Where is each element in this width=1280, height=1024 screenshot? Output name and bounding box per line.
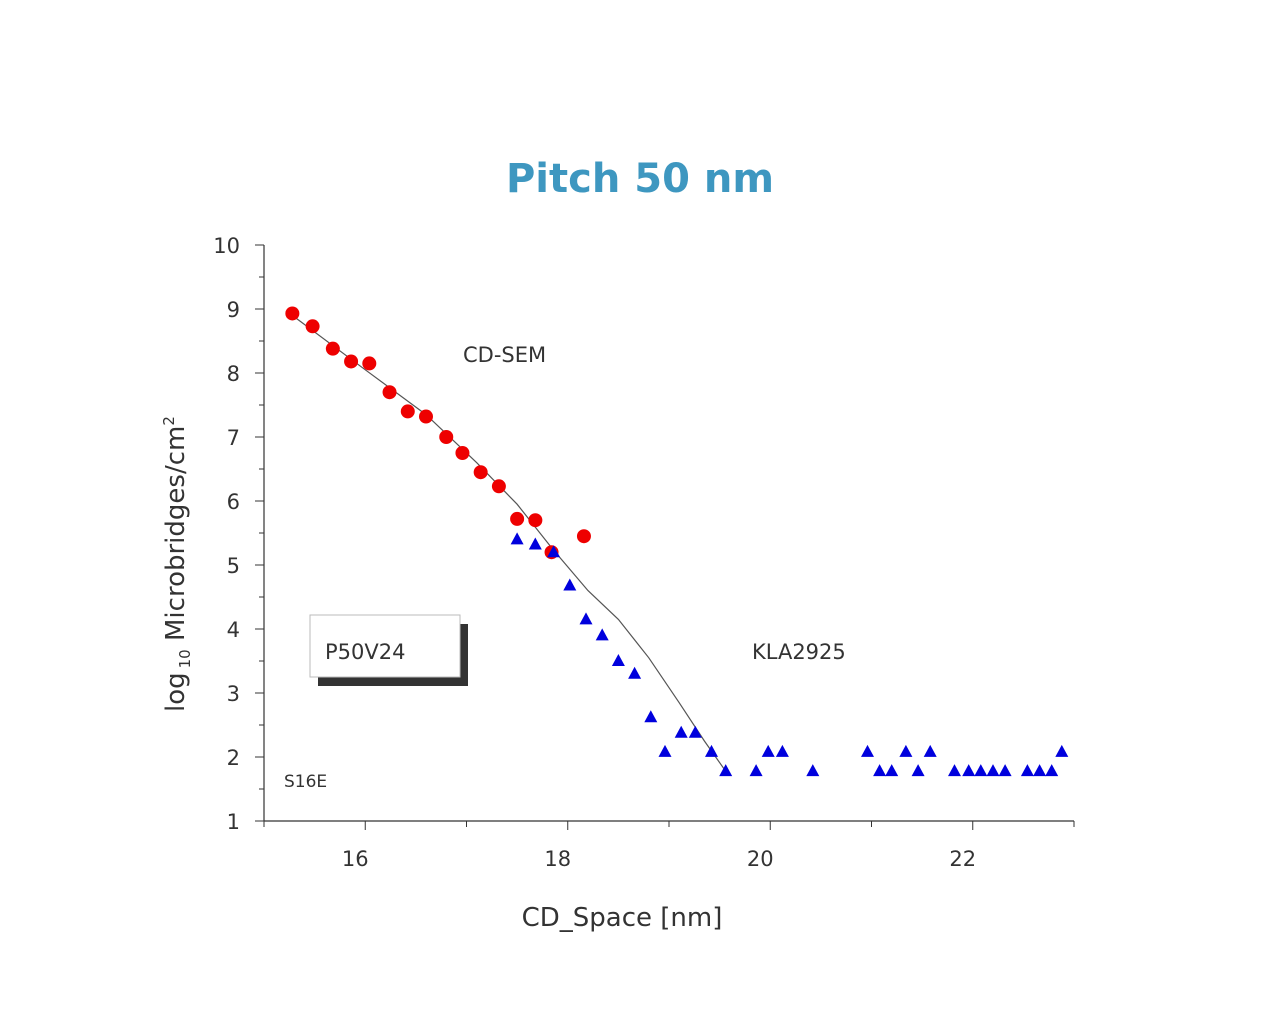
kla2925-point <box>761 744 775 757</box>
kla2925-point <box>749 764 763 777</box>
cd-sem-point <box>344 354 359 369</box>
y-tick-label: 7 <box>227 426 240 450</box>
kla2925-point <box>986 764 1000 777</box>
kla2925-point <box>1020 764 1034 777</box>
y-tick-label: 6 <box>227 490 240 514</box>
x-tick-label: 18 <box>544 847 571 871</box>
kla2925-point <box>899 744 913 757</box>
kla2925-point <box>705 744 718 757</box>
kla2925-point <box>923 744 937 757</box>
sample-box-label: P50V24 <box>325 640 405 664</box>
kla2925-point <box>911 764 925 777</box>
y-tick-label: 9 <box>227 298 240 322</box>
sample-box-face <box>309 614 461 678</box>
kla2925-point <box>595 628 609 641</box>
cd-sem-point <box>510 511 525 526</box>
cd-sem-annotation: CD-SEM <box>463 343 546 367</box>
y-axis-label-subscript: 10 <box>176 649 194 668</box>
cd-sem-point <box>439 430 454 444</box>
corner-annotation: S16E <box>284 772 327 792</box>
y-tick-label: 3 <box>227 682 240 706</box>
kla2925-point <box>611 654 625 666</box>
kla2925-point <box>1045 764 1059 777</box>
cd-sem-point <box>285 306 300 321</box>
kla2925-point <box>1033 764 1047 777</box>
kla2925-point <box>528 537 542 550</box>
cd-sem-point <box>576 529 591 544</box>
axes <box>263 245 1074 822</box>
kla2925-point <box>806 764 820 777</box>
kla2925-point <box>547 545 561 558</box>
cd-sem-point <box>419 409 433 424</box>
y-axis-label-main: Microbridges/cm <box>161 426 191 650</box>
kla2925-point <box>861 744 874 757</box>
x-axis-ticks: 16 18 20 22 <box>263 821 1075 871</box>
y-axis-label-superscript: 2 <box>160 416 178 426</box>
kla2925-point <box>1055 744 1069 757</box>
kla2925-point <box>873 764 887 777</box>
kla2925-point <box>644 710 658 723</box>
y-tick-label: 5 <box>227 554 240 578</box>
x-tick-label: 22 <box>949 847 976 871</box>
y-axis-ticks: 1 2 3 4 5 6 7 8 9 10 <box>213 234 264 834</box>
series-cd-sem <box>285 306 591 560</box>
cd-sem-point <box>491 479 506 494</box>
kla2925-point <box>563 578 577 591</box>
cd-sem-point <box>325 341 340 356</box>
y-tick-label: 10 <box>213 234 240 258</box>
y-tick-label: 2 <box>227 746 240 770</box>
kla2925-annotation: KLA2925 <box>752 640 846 664</box>
kla2925-point <box>948 764 961 777</box>
cd-sem-point <box>305 319 320 334</box>
cd-sem-point <box>473 465 488 480</box>
x-axis-label: CD_Space [nm] <box>522 903 723 933</box>
y-tick-label: 8 <box>227 362 240 386</box>
kla2925-point <box>974 764 988 777</box>
kla2925-point <box>775 744 789 757</box>
kla2925-point <box>674 725 688 738</box>
cd-sem-point <box>528 513 543 528</box>
cd-sem-point <box>455 446 470 460</box>
cd-sem-point <box>382 385 397 400</box>
series-kla2925 <box>510 532 1069 777</box>
kla2925-point <box>998 764 1012 777</box>
x-tick-label: 20 <box>747 847 774 871</box>
kla2925-point <box>719 764 733 777</box>
kla2925-point <box>658 744 672 757</box>
y-axis-label: log 10 Microbridges/cm2 <box>160 416 194 712</box>
y-tick-label: 4 <box>227 618 240 642</box>
kla2925-point <box>579 612 593 625</box>
kla2925-point <box>688 725 702 738</box>
fit-line <box>291 314 726 771</box>
cd-sem-point <box>400 404 415 419</box>
kla2925-point <box>628 666 642 679</box>
cd-sem-point <box>362 356 377 371</box>
chart-title: Pitch 50 nm <box>506 156 774 202</box>
kla2925-point <box>510 532 524 545</box>
sample-label-box: P50V24 <box>309 614 468 686</box>
y-axis-label-log: log <box>161 672 191 712</box>
x-tick-label: 16 <box>342 847 369 871</box>
kla2925-point <box>885 764 899 777</box>
y-tick-label: 1 <box>227 810 240 834</box>
kla2925-point <box>962 764 976 777</box>
